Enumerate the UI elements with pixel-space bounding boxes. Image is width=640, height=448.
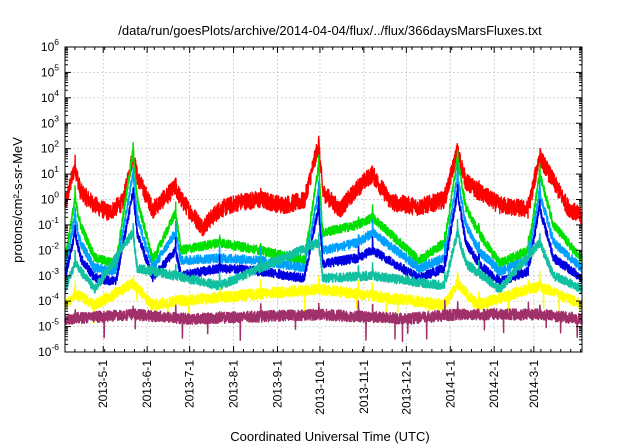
y-tick-base: 10 <box>41 65 55 79</box>
x-tick-label: 2013-5-1 <box>96 360 110 408</box>
y-tick-base: 10 <box>38 243 52 257</box>
y-tick-exponent: 3 <box>54 113 59 123</box>
y-tick-exponent: -1 <box>51 215 59 225</box>
x-axis-label: Coordinated Universal Time (UTC) <box>230 429 429 444</box>
y-tick-exponent: 5 <box>54 62 59 72</box>
series-group <box>64 135 583 343</box>
y-tick-label: 10-2 <box>38 240 59 257</box>
y-tick-base: 10 <box>41 116 55 130</box>
y-tick-base: 10 <box>38 269 52 283</box>
y-tick-exponent: 2 <box>54 139 59 149</box>
x-tick-label: 2014-1-1 <box>443 360 457 408</box>
y-tick-base: 10 <box>41 167 55 181</box>
x-tick-label: 2013-11-1 <box>357 360 371 414</box>
y-tick-base: 10 <box>38 218 52 232</box>
y-tick-label: 10-5 <box>38 317 59 334</box>
x-tick-label: 2013-6-1 <box>140 360 154 408</box>
x-tick-label: 2013-7-1 <box>183 360 197 408</box>
series-line <box>64 162 583 277</box>
y-tick-label: 10-3 <box>38 266 59 283</box>
y-tick-label: 104 <box>41 88 59 105</box>
y-axis-label: protons/cm²-s-sr-MeV <box>10 137 25 263</box>
y-tick-label: 100 <box>41 190 59 207</box>
y-tick-exponent: -2 <box>51 240 59 250</box>
y-tick-label: 102 <box>41 139 59 156</box>
y-tick-base: 10 <box>41 40 55 54</box>
y-tick-exponent: 6 <box>54 37 59 47</box>
y-tick-exponent: 1 <box>54 164 59 174</box>
series-line <box>64 135 583 237</box>
x-tick-labels: 2013-5-1 2013-6-1 2013-7-1 2013-8-1 2013-9-1… <box>96 360 541 415</box>
y-tick-label: 103 <box>41 113 59 130</box>
x-tick-label: 2014-3-1 <box>527 360 541 408</box>
series-line <box>64 299 583 343</box>
y-tick-exponent: -3 <box>51 266 59 276</box>
x-tick-label: 2013-12-1 <box>399 360 413 415</box>
y-tick-label: 106 <box>41 37 59 54</box>
series-line <box>64 142 583 269</box>
y-tick-label: 10-4 <box>38 291 59 308</box>
series-line <box>64 218 583 294</box>
y-tick-label: 105 <box>41 62 59 79</box>
x-tick-label: 2013-10-1 <box>313 360 327 415</box>
y-tick-exponent: 0 <box>54 190 59 200</box>
y-tick-base: 10 <box>38 320 52 334</box>
y-tick-exponent: 4 <box>54 88 59 98</box>
y-tick-base: 10 <box>41 193 55 207</box>
chart-title: /data/run/goesPlots/archive/2014-04-04/f… <box>118 23 542 38</box>
y-tick-base: 10 <box>38 345 52 359</box>
y-tick-labels: 10-610-510-410-310-210-11001011021031041… <box>38 37 59 359</box>
y-tick-exponent: -5 <box>51 317 59 327</box>
y-tick-exponent: -4 <box>51 291 59 301</box>
y-tick-label: 101 <box>41 164 59 181</box>
x-tick-label: 2013-9-1 <box>270 360 284 408</box>
y-tick-base: 10 <box>41 142 55 156</box>
x-tick-label: 2013-8-1 <box>227 360 241 408</box>
y-tick-label: 10-6 <box>38 342 59 359</box>
x-tick-label: 2014-2-1 <box>487 360 501 408</box>
y-tick-label: 10-1 <box>38 215 59 232</box>
y-tick-base: 10 <box>38 294 52 308</box>
axis-ticks <box>64 46 582 353</box>
y-tick-base: 10 <box>41 91 55 105</box>
y-tick-exponent: -6 <box>51 342 59 352</box>
